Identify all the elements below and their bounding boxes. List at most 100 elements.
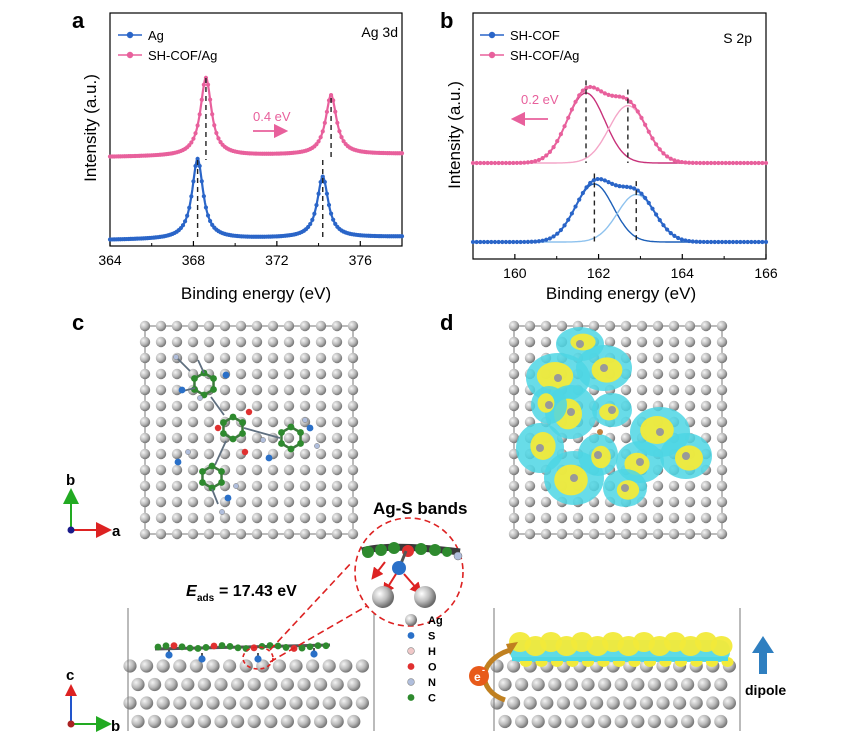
data-point-SH-COF/Ag <box>316 139 321 144</box>
data-point-SH-COF <box>749 239 754 245</box>
axis-origin-bottom <box>67 720 75 728</box>
data-point-SH-COF/Ag <box>588 84 593 90</box>
sulfur-atom <box>265 454 273 462</box>
bond <box>243 427 281 439</box>
ag-atom <box>283 320 295 332</box>
bond <box>211 488 219 505</box>
ag-atom <box>315 416 327 428</box>
legend-atom-S <box>407 632 415 639</box>
data-point-Ag <box>208 218 213 224</box>
ag-atom <box>572 512 584 524</box>
ag-atom-side <box>231 677 245 692</box>
data-point-SH-COF <box>540 238 545 243</box>
ag-atom <box>524 480 536 492</box>
sulfur-atom <box>224 494 232 502</box>
oxygen-atom <box>241 448 249 456</box>
ag-atom-side <box>498 677 512 692</box>
data-point-Ag <box>331 217 336 222</box>
data-point-SH-COF <box>716 239 721 245</box>
ag-atom-side <box>647 677 662 692</box>
axis-indicator-bottom-c: c b <box>65 667 120 735</box>
ag-atom-side <box>347 714 361 729</box>
data-point-SH-COF/Ag <box>734 160 739 166</box>
ag-atom <box>652 528 664 540</box>
carbon-atom <box>220 430 227 437</box>
ag-atom <box>315 368 327 380</box>
ag-atom-side <box>355 659 369 673</box>
ag-atom <box>556 320 568 332</box>
ag-atom <box>347 368 359 380</box>
data-point-SH-COF/Ag <box>536 157 542 163</box>
data-point-Ag <box>180 223 186 228</box>
ag-atom <box>508 320 520 332</box>
ag-atom <box>187 352 199 364</box>
ag-atom <box>556 512 568 524</box>
ag-atom <box>684 352 696 364</box>
ag-atom <box>283 352 295 364</box>
data-point-SH-COF/Ag <box>197 112 202 117</box>
carbon-atom <box>210 386 217 393</box>
ag-atom <box>347 480 359 492</box>
ag-lattice-top-view-c <box>139 320 359 540</box>
ag-atom <box>139 512 151 524</box>
data-point-SH-COF <box>562 223 567 228</box>
data-point-Ag <box>310 217 315 222</box>
y-axis-label-b: Intensity (a.u.) <box>445 81 464 189</box>
legend-a: Ag SH-COF/Ag <box>118 28 217 63</box>
ag-atom <box>652 336 664 348</box>
ag-atom <box>524 496 536 508</box>
ag-atom <box>508 464 520 476</box>
ag-atom <box>652 512 664 524</box>
ag-atom <box>620 528 632 540</box>
ag-atom-side <box>347 677 361 692</box>
ag-atom <box>283 528 295 540</box>
data-point-SH-COF/Ag <box>216 136 221 141</box>
ag-atom <box>235 480 247 492</box>
ag-atom <box>315 448 327 460</box>
ag-atom <box>700 416 712 428</box>
legend-label-shcof: SH-COF <box>510 28 560 43</box>
carbon-atom <box>220 419 227 426</box>
adsorption-energy: E ads = 17.43 eV <box>186 583 297 604</box>
dipole-arrow-head <box>752 636 774 653</box>
ag-atom <box>203 528 215 540</box>
molecule-atom-side <box>274 642 282 650</box>
ag-atom <box>251 496 263 508</box>
data-point-SH-COF/Ag <box>201 82 206 87</box>
ag-atom-side <box>156 659 170 673</box>
data-point-SH-COF/Ag <box>690 160 695 165</box>
ag-atom <box>155 528 167 540</box>
ag-atom <box>668 384 680 396</box>
panel-a-tag: Ag 3d <box>361 24 398 40</box>
ag-atom <box>716 496 728 508</box>
legend-label-O: O <box>428 662 437 674</box>
carbon-atom <box>218 468 225 475</box>
ag-atom <box>347 432 359 444</box>
data-point-SH-COF/Ag <box>599 89 604 94</box>
ag-atom <box>508 480 520 492</box>
data-point-SH-COF/Ag <box>496 160 501 166</box>
carbon-atom <box>229 413 237 421</box>
data-point-SH-COF/Ag <box>661 151 666 156</box>
ag-atom <box>203 400 215 412</box>
ag-atom <box>700 384 712 396</box>
data-point-SH-COF/Ag <box>584 85 589 90</box>
ag-atom-overlay <box>682 452 690 460</box>
ag-atom-side <box>272 659 286 673</box>
ag-atom <box>299 400 311 412</box>
sulfur-atom <box>306 424 314 432</box>
ag-atom <box>283 336 295 348</box>
ag-atom-side <box>664 714 678 729</box>
zoom-atom-s <box>392 561 406 575</box>
data-point-SH-COF/Ag <box>555 139 560 144</box>
ag-atom <box>299 368 311 380</box>
data-point-SH-COF/Ag <box>712 160 717 166</box>
molecule-atom-side <box>322 642 330 650</box>
data-point-SH-COF <box>683 238 688 243</box>
zoom-atom-c5 <box>429 544 441 556</box>
ag-atom <box>139 464 151 476</box>
data-point-SH-COF/Ag <box>580 88 585 93</box>
fit-component-1-SH-COF/Ag <box>473 92 766 164</box>
ag-atom-side <box>197 714 211 729</box>
ag-atom-side <box>223 696 237 710</box>
